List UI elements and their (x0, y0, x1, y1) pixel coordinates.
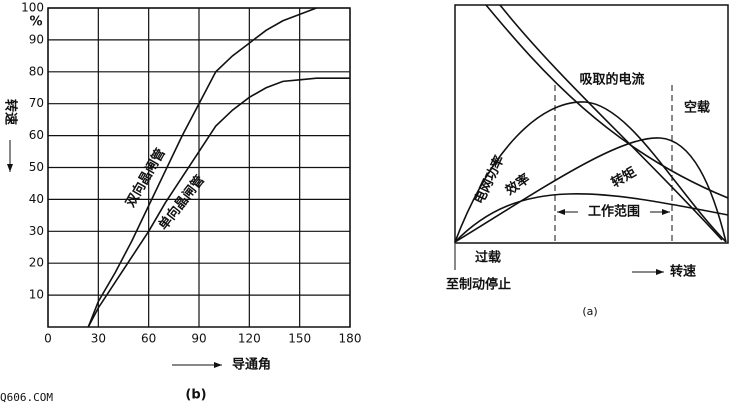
y-tick-label: 80 (29, 64, 44, 78)
efficiency-curve (454, 193, 729, 243)
label: 效率 (502, 171, 532, 199)
left-chart: % 转速 导通角 (b) 0 30 60 90 120 150 180 10 20 30 40 50 6… (3, 1, 362, 403)
y-tick-label: 100 (21, 1, 44, 15)
x-tick-label: 120 (238, 332, 261, 346)
y-tick-label: 60 (29, 128, 44, 142)
label: 工作范围 (588, 204, 640, 220)
label: 转矩 (608, 164, 639, 191)
label: 转速 (670, 264, 696, 280)
label: 吸取的电流 (579, 72, 644, 88)
x-tick-label: 90 (191, 332, 206, 346)
diagram-frame (454, 4, 729, 244)
label: 电网功率 (471, 153, 507, 207)
series-line (87, 7, 317, 328)
right-diagram: 工作范围 吸取的电流 空载 电网功率 效率 转矩 过载 至制动停止 转速 (a) (446, 4, 729, 318)
current-curve (485, 4, 729, 199)
no-load-curve (499, 4, 723, 241)
y-axis-label: 转速 (3, 99, 19, 125)
power-curve (454, 101, 727, 243)
x-tick-label: 0 (44, 332, 52, 346)
x-tick-label: 150 (288, 332, 311, 346)
y-tick-label: 20 (29, 256, 44, 270)
x-axis-label: 导通角 (232, 357, 271, 373)
torque-curve (454, 137, 727, 243)
caption: (a) (582, 305, 597, 318)
y-tick-label: 70 (29, 96, 44, 110)
x-tick-label: 60 (141, 332, 156, 346)
series-line (87, 77, 350, 328)
y-tick-label: 40 (29, 192, 44, 206)
y-tick-label: 10 (29, 288, 44, 302)
label: 过载 (475, 250, 501, 266)
label: 空载 (684, 100, 710, 116)
caption: (b) (185, 388, 206, 403)
x-tick-label: 30 (91, 332, 106, 346)
y-tick-label: 30 (29, 224, 44, 238)
watermark: Q606.COM (0, 391, 53, 404)
y-tick-label: 90 (29, 32, 44, 46)
y-unit: % (29, 15, 42, 30)
y-tick-label: 50 (29, 160, 44, 174)
label: 至制动停止 (446, 277, 511, 293)
series-label: 单向晶闸管 (155, 172, 208, 233)
x-tick-label: 180 (339, 332, 362, 346)
